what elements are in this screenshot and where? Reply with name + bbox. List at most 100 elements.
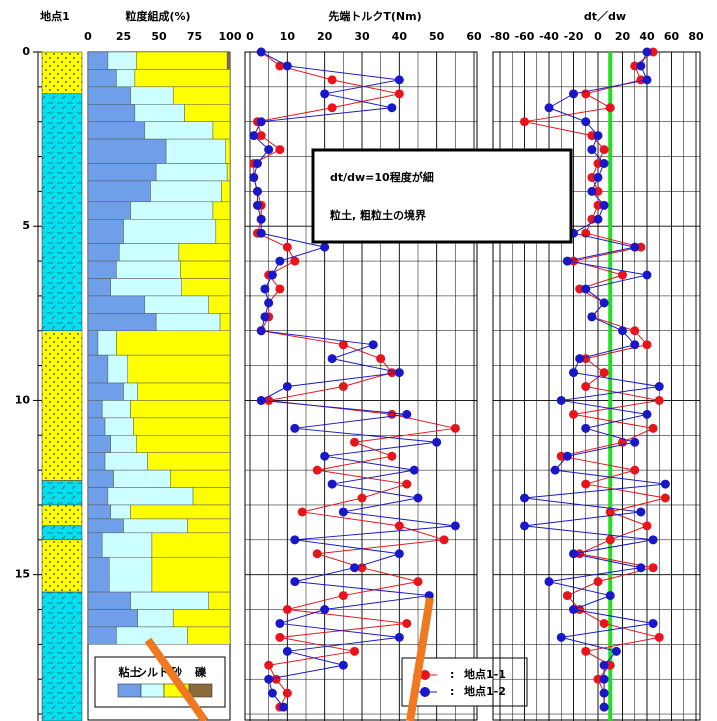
point [581,480,590,489]
point [320,243,329,252]
point [587,145,596,154]
soil-layer [42,526,82,540]
point [600,145,609,154]
soil-layer [42,52,82,94]
point [249,173,258,182]
bar-segment [88,202,131,219]
point [612,647,621,656]
point [290,577,299,586]
point [320,452,329,461]
point [387,410,396,419]
bar-segment [88,244,119,261]
panel-title: 先端トルクT(Nm) [328,9,421,23]
bar-segment [119,244,179,261]
point [283,243,292,252]
legend-marker [420,687,430,697]
bar-segment [102,400,130,417]
legend-swatch [118,684,141,697]
point [402,619,411,628]
bar-segment [173,610,230,627]
bar-segment [150,181,221,202]
x-tick-label: 30 [354,30,370,43]
bar-segment [88,181,150,202]
legend: 粘土シルト砂礫 [95,657,225,707]
legend-label: 礫 [195,665,207,679]
point [636,507,645,516]
point [451,521,460,530]
bar-segment [152,533,230,557]
bar-segment [88,488,108,505]
y-tick-label: 15 [15,568,30,581]
point [649,535,658,544]
legend-swatch [189,684,212,697]
point [661,480,670,489]
point [275,633,284,642]
point [581,284,590,293]
point [395,549,404,558]
point [298,507,307,516]
point [618,326,627,335]
x-tick-label: 80 [688,30,704,43]
point [594,131,603,140]
point [649,563,658,572]
soil-layer [42,94,82,331]
bar-segment [88,519,124,533]
point [290,424,299,433]
point [358,494,367,503]
point [257,326,266,335]
bar-segment [88,139,166,163]
bar-segment [193,488,230,505]
x-tick-label: -80 [490,30,510,43]
point [594,577,603,586]
x-tick-label: 75 [187,30,202,43]
legend-separator: : [450,685,454,698]
point [545,577,554,586]
point [587,312,596,321]
bar-segment [128,355,230,383]
point [253,159,262,168]
point [661,494,670,503]
bar-segment [148,453,230,470]
point [606,535,615,544]
bar-segment [145,296,209,313]
bar-segment [88,505,111,519]
point [557,396,566,405]
point [594,173,603,182]
point [630,326,639,335]
bar-segment [111,505,131,519]
point [313,549,322,558]
point [581,117,590,126]
point [432,438,441,447]
x-tick-label: 0 [594,30,602,43]
bar-segment [88,627,116,644]
x-tick-label: 50 [429,30,445,43]
point [630,243,639,252]
chart: 地点1051015粒度組成(%)粘土シルト砂礫0255075100先端トルクT(… [0,0,717,721]
point [655,633,664,642]
bar-segment [88,610,138,627]
point [350,563,359,572]
point [569,89,578,98]
point [339,382,348,391]
bar-segment [116,261,180,278]
point [600,368,609,377]
point [643,48,652,57]
point [643,340,652,349]
bar-segment [138,383,230,400]
annotation-box [313,150,571,242]
bar-segment [88,453,105,470]
bar-segment [131,505,230,519]
point [643,271,652,280]
point [414,577,423,586]
point [440,535,449,544]
point [369,340,378,349]
x-tick-label: -20 [564,30,584,43]
point [283,382,292,391]
point [339,507,348,516]
x-tick-label: 20 [615,30,631,43]
bar-segment [88,52,108,69]
bar-segment [88,296,145,313]
point [253,201,262,210]
point [636,563,645,572]
x-tick-label: 0 [246,30,254,43]
